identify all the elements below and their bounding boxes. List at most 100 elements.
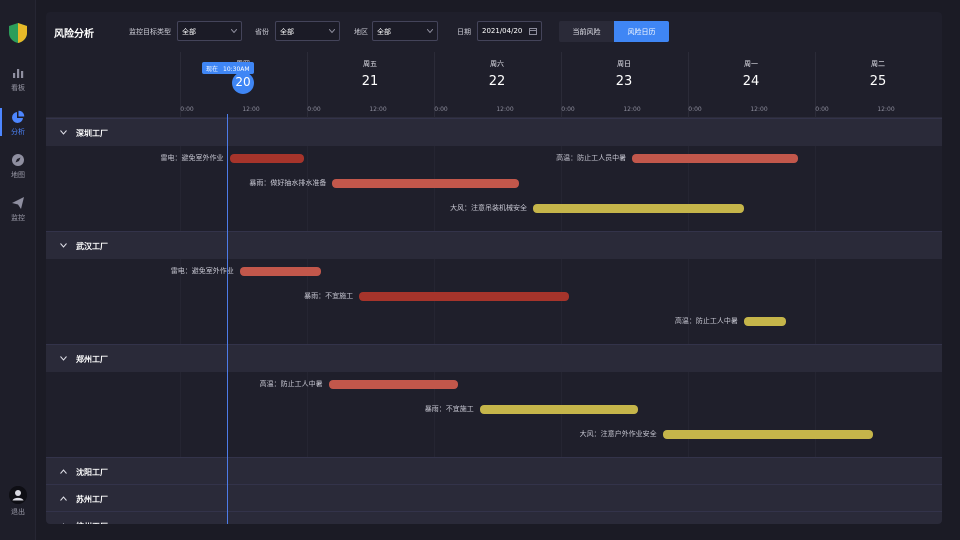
group-header[interactable]: 苏州工厂	[46, 484, 942, 512]
chevron-down-icon	[329, 29, 335, 33]
now-time: 10:30AM	[223, 66, 250, 73]
region-value: 全部	[377, 28, 391, 36]
date-picker[interactable]: 2021/04/20	[477, 21, 542, 41]
send-icon	[12, 197, 24, 209]
day-grid-line	[307, 118, 308, 524]
nav-label: 监控	[11, 214, 25, 222]
nav-item-analysis[interactable]: 分析	[0, 108, 36, 146]
day-date[interactable]: 24	[742, 74, 760, 89]
chevron-down-icon	[427, 29, 433, 33]
risk-bar[interactable]	[229, 154, 305, 163]
logout-button[interactable]: 退出	[0, 486, 36, 517]
day-date[interactable]: 23	[615, 74, 633, 89]
target-type-value: 全部	[182, 28, 196, 36]
filter-label-province: 省份	[255, 28, 269, 36]
bar-chart-icon	[13, 69, 24, 78]
day-grid-line	[434, 118, 435, 524]
day-date[interactable]: 25	[869, 74, 887, 89]
filter-label-region: 地区	[354, 28, 368, 36]
risk-bar[interactable]	[533, 204, 744, 213]
group-name: 杭州工厂	[76, 521, 108, 524]
chevron-down-icon	[231, 29, 237, 33]
today-date[interactable]: 20	[232, 72, 254, 94]
hour-tick-label: 12:00	[877, 106, 895, 113]
user-avatar-icon	[9, 486, 27, 504]
group-header[interactable]: 杭州工厂	[46, 511, 942, 524]
day-grid-line	[561, 118, 562, 524]
day-of-week: 周日	[617, 60, 631, 68]
day-date[interactable]: 21	[361, 74, 379, 89]
nav-item-map[interactable]: 地图	[0, 153, 36, 189]
hour-tick-label: 12:00	[369, 106, 387, 113]
nav-label: 分析	[11, 128, 25, 136]
day-date[interactable]: 22	[488, 74, 506, 89]
nav-item-monitor[interactable]: 监控	[0, 196, 36, 232]
risk-calendar-tab[interactable]: 风险日历	[614, 21, 669, 42]
nav-label: 地图	[11, 171, 25, 179]
filter-toolbar: 风险分析 监控目标类型 全部 省份 全部 地区 全部 日期 2021/04/20	[46, 12, 942, 52]
risk-label: 雷电：避免室外作业	[170, 267, 234, 275]
chevron-up-icon	[62, 523, 65, 524]
now-marker-label: 现在 10:30AM	[202, 62, 254, 74]
risk-label: 雷电：避免室外作业	[160, 154, 224, 162]
province-select[interactable]: 全部	[275, 21, 340, 41]
chevron-up-icon	[60, 496, 67, 501]
page-title: 风险分析	[54, 29, 94, 40]
logout-label: 退出	[11, 508, 25, 516]
current-risk-tab[interactable]: 当前风险	[559, 21, 614, 42]
day-of-week: 周六	[490, 60, 504, 68]
group-name: 郑州工厂	[76, 355, 108, 364]
hour-tick-label: 12:00	[242, 106, 260, 113]
chevron-down-icon	[60, 243, 67, 248]
risk-bar[interactable]	[328, 380, 459, 389]
filter-label-date: 日期	[457, 28, 471, 36]
risk-bar[interactable]	[632, 154, 799, 163]
nav-item-dashboard[interactable]: 看板	[0, 66, 36, 102]
hour-tick-label: 0:00	[434, 106, 448, 113]
day-grid-line	[815, 118, 816, 524]
nav-label: 看板	[11, 84, 25, 92]
sidebar: 看板 分析 地图 监控 退出	[0, 0, 36, 540]
group-name: 苏州工厂	[76, 495, 108, 504]
risk-bar[interactable]	[359, 292, 569, 301]
date-value: 2021/04/20	[482, 27, 523, 35]
hour-tick-label: 0:00	[815, 106, 829, 113]
risk-label: 高温：防止工人中暑	[259, 380, 323, 388]
risk-label: 高温：防止工人中暑	[674, 317, 738, 325]
chevron-up-icon	[60, 469, 67, 474]
chevron-down-icon	[60, 130, 67, 135]
group-header[interactable]: 深圳工厂	[46, 118, 942, 146]
day-grid-line	[180, 118, 181, 524]
hour-tick-label: 12:00	[623, 106, 641, 113]
calendar-icon	[529, 28, 537, 35]
day-grid-line	[688, 118, 689, 524]
day-column	[688, 52, 815, 118]
group-name: 武汉工厂	[76, 242, 108, 251]
hour-tick-label: 12:00	[496, 106, 514, 113]
day-of-week: 周二	[871, 60, 885, 68]
group-name: 深圳工厂	[76, 129, 108, 138]
group-name: 沈阳工厂	[76, 468, 108, 477]
group-header[interactable]: 沈阳工厂	[46, 457, 942, 485]
hour-tick-label: 12:00	[750, 106, 768, 113]
risk-bar[interactable]	[479, 405, 639, 414]
risk-bar[interactable]	[239, 267, 321, 276]
risk-bar[interactable]	[662, 430, 874, 439]
now-marker-line	[227, 114, 228, 524]
timeline-header: 周四200:0012:00周五210:0012:00周六220:0012:00周…	[46, 52, 942, 118]
province-value: 全部	[280, 28, 294, 36]
risk-label: 高温：防止工人员中暑	[556, 154, 627, 162]
target-type-select[interactable]: 全部	[177, 21, 242, 41]
risk-label: 暴雨：不宜施工	[304, 292, 354, 300]
hour-tick-label: 0:00	[688, 106, 702, 113]
risk-bar[interactable]	[332, 179, 520, 188]
group-header[interactable]: 郑州工厂	[46, 344, 942, 372]
chevron-down-icon	[60, 356, 67, 361]
group-header[interactable]: 武汉工厂	[46, 231, 942, 259]
risk-bar[interactable]	[743, 317, 786, 326]
hour-tick-label: 0:00	[561, 106, 575, 113]
region-select[interactable]: 全部	[372, 21, 438, 41]
main-panel: 风险分析 监控目标类型 全部 省份 全部 地区 全部 日期 2021/04/20	[46, 12, 942, 524]
filter-label-target-type: 监控目标类型	[129, 28, 171, 36]
risk-label: 大风：注意户外作业安全	[579, 430, 657, 438]
